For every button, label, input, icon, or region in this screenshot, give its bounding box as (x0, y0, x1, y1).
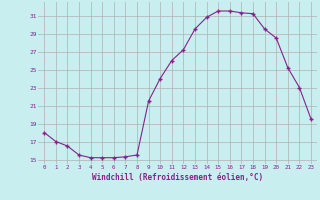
X-axis label: Windchill (Refroidissement éolien,°C): Windchill (Refroidissement éolien,°C) (92, 173, 263, 182)
